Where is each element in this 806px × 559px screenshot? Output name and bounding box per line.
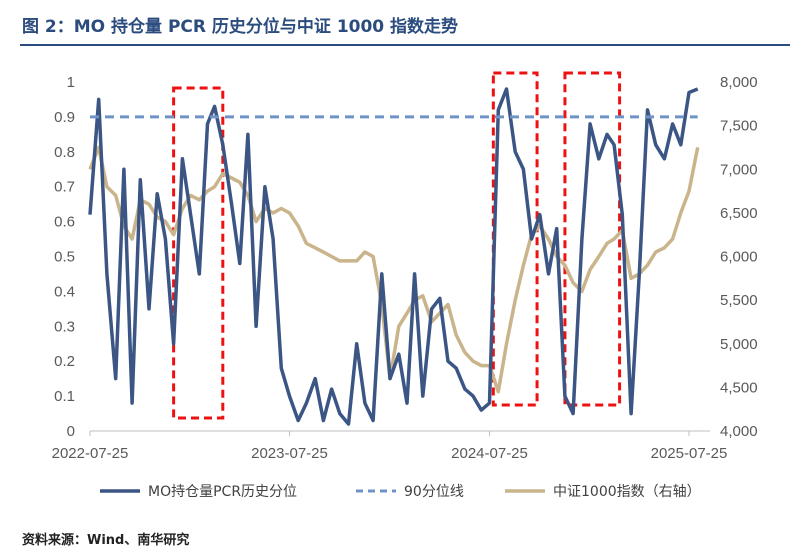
figure-title: 图 2：MO 持仓量 PCR 历史分位与中证 1000 指数走势 xyxy=(22,17,459,37)
title-divider xyxy=(20,44,790,46)
left-tick-label: 0.1 xyxy=(54,388,75,405)
source-note: 资料来源：Wind、南华研究 xyxy=(22,533,190,548)
left-tick-label: 0.5 xyxy=(54,249,75,266)
left-tick-label: 0.2 xyxy=(54,353,75,370)
right-tick-label: 4,500 xyxy=(720,379,758,396)
left-tick-label: 0 xyxy=(67,423,75,440)
legend-label-0: MO持仓量PCR历史分位 xyxy=(148,484,297,500)
right-y-axis: 4,000 4,500 5,000 5,500 6,000 6,500 7,000 7,500… xyxy=(720,74,758,440)
left-tick-label: 0.8 xyxy=(54,144,75,161)
right-tick-label: 7,500 xyxy=(720,118,758,135)
left-tick-label: 0.6 xyxy=(54,214,75,231)
left-tick-label: 0.7 xyxy=(54,179,75,196)
highlight-box-0 xyxy=(172,86,225,420)
x-tick-label: 2025-07-25 xyxy=(651,445,728,462)
left-tick-label: 0.3 xyxy=(54,318,75,335)
left-tick-label: 1 xyxy=(67,74,75,91)
left-y-axis: 0 0.1 0.2 0.3 0.4 0.5 0.6 0.7 0.8 0.9 1 xyxy=(54,74,75,440)
left-tick-label: 0.4 xyxy=(54,283,75,300)
series-line-0 xyxy=(88,87,699,426)
right-tick-label: 5,000 xyxy=(720,336,758,353)
highlight-box-2 xyxy=(563,71,622,407)
legend: MO持仓量PCR历史分位 90分位线 中证1000指数（右轴） xyxy=(100,484,701,500)
right-tick-label: 6,500 xyxy=(720,205,758,222)
legend-label-2: 中证1000指数（右轴） xyxy=(553,484,701,500)
left-tick-label: 0.9 xyxy=(54,109,75,126)
x-tick-label: 2023-07-25 xyxy=(251,445,328,462)
series-layer xyxy=(88,87,700,426)
x-axis: 2022-07-25 2023-07-25 2024-07-25 2025-07-25 xyxy=(52,431,728,462)
series-line-2 xyxy=(88,145,700,394)
legend-label-1: 90分位线 xyxy=(404,484,464,500)
right-tick-label: 4,000 xyxy=(720,423,758,440)
right-tick-label: 8,000 xyxy=(720,74,758,91)
chart: 0 0.1 0.2 0.3 0.4 0.5 0.6 0.7 0.8 0.9 1 4,000 4,500… xyxy=(52,71,758,500)
x-tick-label: 2022-07-25 xyxy=(52,445,129,462)
right-tick-label: 7,000 xyxy=(720,161,758,178)
x-tick-label: 2024-07-25 xyxy=(451,445,528,462)
right-tick-label: 5,500 xyxy=(720,292,758,309)
right-tick-label: 6,000 xyxy=(720,249,758,266)
